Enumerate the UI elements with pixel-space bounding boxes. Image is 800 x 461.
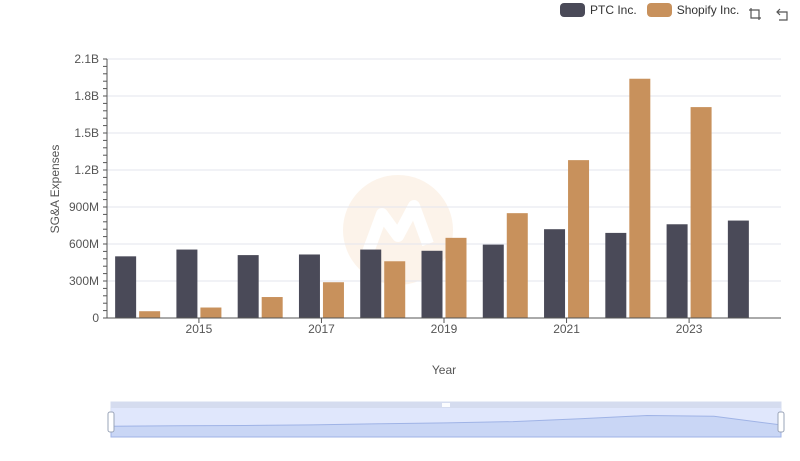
bar-ptc-2024[interactable]	[727, 220, 749, 318]
x-tick-label: 2023	[676, 322, 703, 336]
bar-ptc-2015[interactable]	[176, 249, 198, 318]
slider-minimap-line	[110, 414, 782, 438]
x-axis-title: Year	[432, 363, 456, 377]
bar-shopify-2015[interactable]	[200, 307, 222, 318]
x-tick-label: 2019	[431, 322, 458, 336]
legend-item-ptc[interactable]: PTC Inc.	[560, 3, 637, 17]
slider-handle-left[interactable]	[107, 411, 115, 433]
bar-ptc-2020[interactable]	[482, 244, 504, 318]
legend-item-shopify[interactable]: Shopify Inc.	[646, 3, 740, 17]
legend-label-ptc: PTC Inc.	[590, 3, 637, 17]
y-tick-label: 0	[92, 311, 99, 325]
legend-swatch-ptc	[560, 3, 585, 17]
slider-handle-right[interactable]	[777, 411, 785, 433]
legend-label-shopify: Shopify Inc.	[676, 3, 740, 17]
bar-shopify-2014[interactable]	[139, 311, 161, 318]
bar-shopify-2018[interactable]	[384, 261, 406, 318]
bar-ptc-2022[interactable]	[605, 232, 627, 318]
y-tick-label: 300M	[69, 274, 99, 288]
y-tick-label: 900M	[69, 200, 99, 214]
bar-shopify-2023[interactable]	[690, 107, 712, 318]
x-axis: 2015 2017 2019 2021 2023	[107, 317, 781, 336]
y-tick-label: 1.2B	[74, 163, 99, 177]
bar-ptc-2017[interactable]	[298, 254, 320, 318]
bar-shopify-2016[interactable]	[261, 297, 283, 318]
bar-ptc-2021[interactable]	[544, 229, 566, 318]
bar-ptc-2014[interactable]	[115, 256, 137, 318]
chart-legend: PTC Inc. Shopify Inc.	[560, 3, 743, 17]
bar-ptc-2018[interactable]	[360, 249, 382, 318]
bar-ptc-2016[interactable]	[237, 255, 259, 318]
bar-shopify-2017[interactable]	[322, 282, 344, 318]
x-tick-label: 2017	[308, 322, 335, 336]
bar-shopify-2022[interactable]	[629, 78, 651, 318]
slider-grip[interactable]	[442, 403, 450, 407]
y-axis: 0 300M 600M 900M 1.2B 1.5B 1.8B 2.1B	[69, 52, 108, 325]
zoom-reset-icon[interactable]	[775, 7, 789, 21]
legend-swatch-shopify	[646, 3, 672, 17]
bar-ptc-2023[interactable]	[666, 224, 688, 318]
bar-ptc-2019[interactable]	[421, 250, 443, 318]
x-tick-label: 2015	[186, 322, 213, 336]
bar-shopify-2019[interactable]	[445, 237, 467, 318]
bar-shopify-2020[interactable]	[506, 213, 528, 318]
y-tick-label: 600M	[69, 237, 99, 251]
x-tick-label: 2021	[553, 322, 580, 336]
bar-series	[115, 78, 749, 318]
y-tick-label: 1.5B	[74, 126, 99, 140]
grid-lines	[107, 58, 781, 282]
zoom-select-icon[interactable]	[748, 7, 762, 21]
y-tick-label: 1.8B	[74, 89, 99, 103]
y-axis-title: SG&A Expenses	[48, 145, 62, 234]
data-zoom-slider[interactable]	[107, 401, 785, 438]
y-tick-label: 2.1B	[74, 52, 99, 66]
bar-shopify-2021[interactable]	[568, 160, 590, 318]
